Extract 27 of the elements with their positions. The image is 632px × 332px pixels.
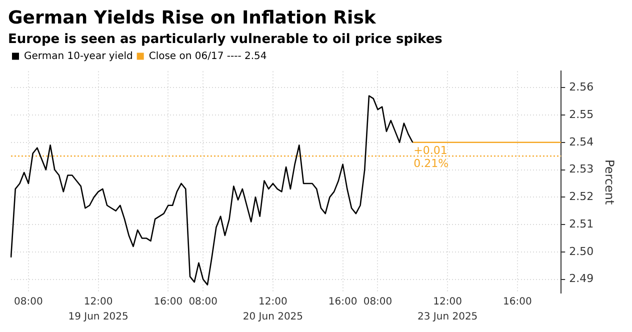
text: 23 Jun 2025 bbox=[418, 312, 478, 323]
x-tick-label: 16:00 bbox=[503, 296, 532, 308]
y-tick-label: 2.49 bbox=[569, 272, 594, 286]
y-tick-label: 2.52 bbox=[569, 190, 594, 204]
legend-label: German 10-year yield bbox=[24, 50, 133, 62]
y-tick-label: 2.51 bbox=[569, 217, 594, 230]
y-tick-label: 2.54 bbox=[569, 135, 594, 148]
x-tick-label: 12:00 bbox=[258, 296, 288, 308]
x-tick-label: 08:00 bbox=[14, 296, 43, 308]
chart-title: German Yields Rise on Inflation Risk bbox=[8, 7, 377, 28]
x-tick-label: 12:00 bbox=[433, 296, 462, 308]
x-tick-label: 08:00 bbox=[363, 296, 392, 308]
x-tick-label: 08:00 bbox=[188, 296, 218, 308]
y-tick-label: 2.55 bbox=[569, 108, 594, 121]
annotation: 0.21% bbox=[414, 156, 449, 170]
y-tick-label: 2.50 bbox=[569, 244, 594, 258]
annotation: +0.01 bbox=[414, 144, 448, 157]
x-tick-label: 12:00 bbox=[84, 296, 113, 308]
y-tick-label: 2.56 bbox=[569, 80, 594, 94]
y-axis-title: Percent bbox=[602, 160, 617, 205]
text: 19 Jun 2025 bbox=[68, 312, 128, 323]
y-tick-label: 2.53 bbox=[569, 162, 594, 176]
text: 20 Jun 2025 bbox=[242, 312, 304, 323]
x-tick-label: 16:00 bbox=[328, 296, 358, 308]
x-tick-label: 16:00 bbox=[154, 296, 183, 308]
legend-label: Close on 06/17 ---- 2.54 bbox=[148, 50, 267, 62]
chart-subtitle: Europe is seen as particularly vulnerable to oil price spikes bbox=[8, 32, 443, 47]
